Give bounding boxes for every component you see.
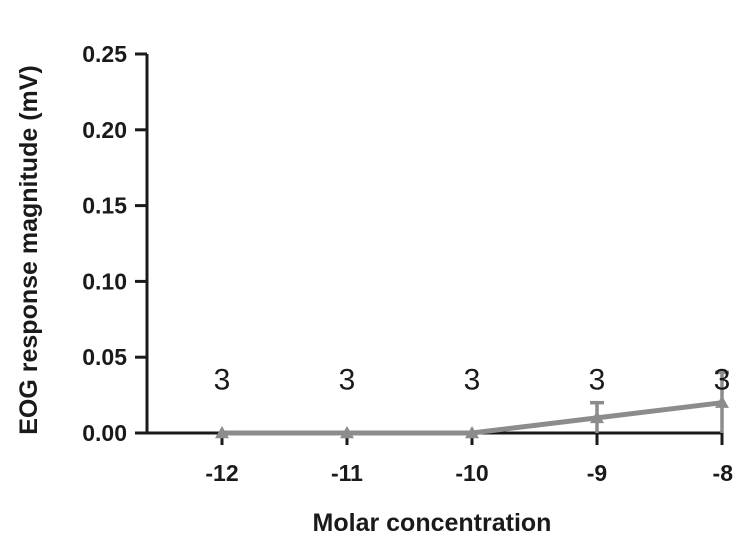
x-tick-label: -9 [587, 460, 607, 486]
x-tick-label: -12 [205, 460, 238, 486]
y-tick-label: 0.10 [82, 268, 127, 294]
data-point [215, 426, 229, 439]
y-axis-title: EOG response magnitude (mV) [15, 65, 43, 435]
x-tick-label: -11 [331, 460, 363, 486]
y-tick-label: 0.15 [82, 193, 127, 219]
sample-size-label: 3 [589, 363, 606, 396]
sample-size-label: 3 [714, 363, 731, 396]
sample-size-label: 3 [214, 363, 231, 396]
data-point [340, 426, 354, 439]
y-tick-label: 0.25 [82, 41, 127, 67]
data-point [465, 426, 479, 439]
sample-size-label: 3 [464, 363, 481, 396]
y-tick-label: 0.05 [82, 344, 127, 370]
x-tick-label: -8 [713, 460, 734, 486]
y-axis-title-group: EOG response magnitude (mV) [15, 65, 43, 435]
series-line-segment [469, 415, 600, 436]
data-point [715, 395, 729, 408]
plot-area: 0.00 0.05 0.10 0.15 0.20 0.25 -12 -11 -10 -9 -8 3 3 3… [82, 41, 733, 486]
data-point [590, 410, 604, 424]
y-tick-label: 0.00 [82, 420, 127, 446]
x-tick-label: -10 [455, 460, 488, 486]
sample-size-label: 3 [339, 363, 356, 396]
x-axis-title: Molar concentration [313, 509, 552, 537]
y-tick-label: 0.20 [82, 117, 127, 143]
series-line-segment [594, 400, 725, 421]
